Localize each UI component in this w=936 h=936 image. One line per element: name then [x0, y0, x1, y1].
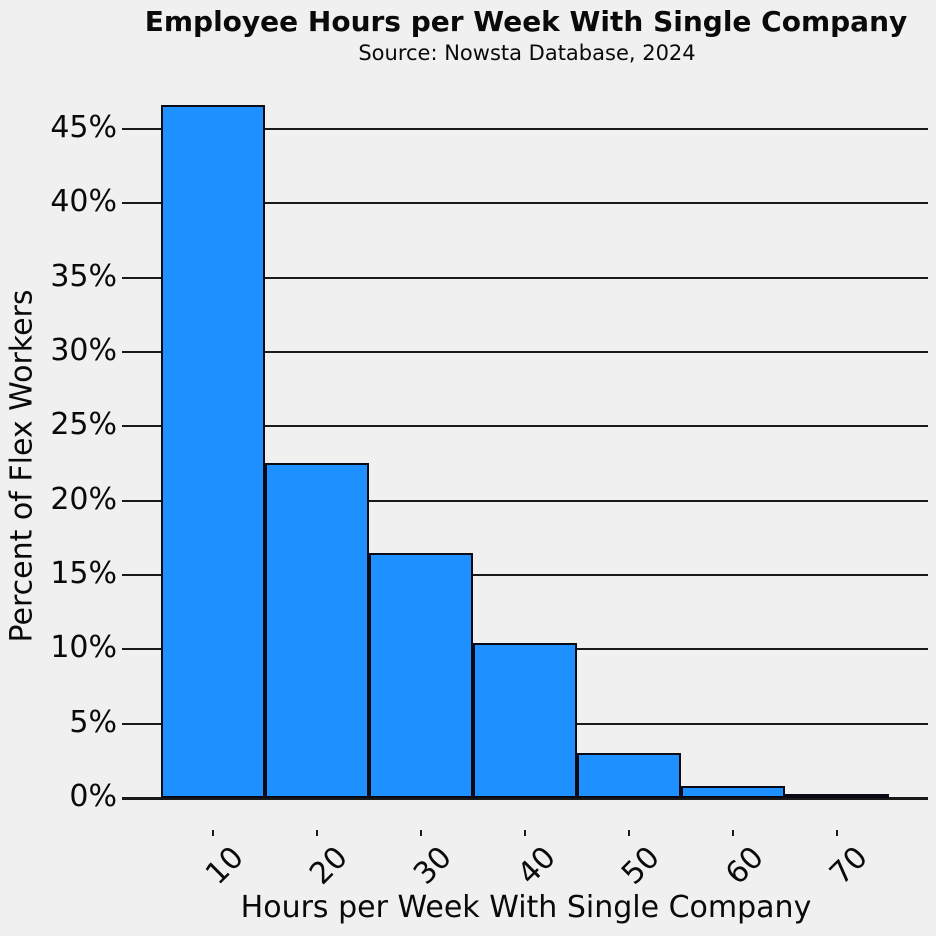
y-tick-label: 45% — [50, 109, 117, 145]
gridline — [122, 499, 928, 502]
bar-60 — [681, 786, 785, 798]
bar-70 — [785, 793, 889, 798]
y-tick-label: 30% — [50, 332, 117, 368]
x-tick-label: 20 — [302, 839, 355, 892]
x-tick-label: 10 — [198, 839, 251, 892]
x-axis-line — [122, 797, 928, 800]
x-tick — [316, 830, 318, 836]
chart-subtitle: Source: Nowsta Database, 2024 — [358, 41, 696, 65]
gridline — [122, 573, 928, 576]
y-tick-label: 5% — [69, 704, 117, 740]
x-axis-label: Hours per Week With Single Company — [240, 890, 812, 925]
x-tick — [524, 830, 526, 836]
bar-20 — [265, 463, 369, 798]
x-tick-label: 60 — [718, 839, 771, 892]
y-tick-label: 15% — [50, 555, 117, 591]
y-tick-label: 25% — [50, 407, 117, 443]
bar-30 — [369, 552, 473, 798]
y-tick-label: 0% — [69, 779, 117, 814]
x-tick — [836, 830, 838, 836]
x-tick-label: 50 — [614, 839, 667, 892]
y-tick-label: 35% — [50, 258, 117, 294]
y-tick-label: 10% — [50, 630, 117, 666]
x-tick — [732, 830, 734, 836]
gridline — [122, 350, 928, 353]
x-tick-label: 30 — [406, 839, 459, 892]
bar-50 — [577, 753, 681, 798]
bar-10 — [161, 105, 265, 798]
y-tick-label: 20% — [50, 481, 117, 517]
x-tick — [628, 830, 630, 836]
gridline — [122, 425, 928, 428]
y-axis-label: Percent of Flex Workers — [4, 289, 40, 643]
gridline — [122, 127, 928, 130]
x-tick-label: 70 — [822, 839, 875, 892]
bar-40 — [473, 643, 577, 798]
gridline — [122, 276, 928, 279]
x-tick-label: 40 — [510, 839, 563, 892]
x-tick — [212, 830, 214, 836]
x-tick — [420, 830, 422, 836]
gridline — [122, 202, 928, 205]
chart-title: Employee Hours per Week With Single Comp… — [144, 5, 908, 38]
y-tick-label: 40% — [50, 184, 117, 220]
